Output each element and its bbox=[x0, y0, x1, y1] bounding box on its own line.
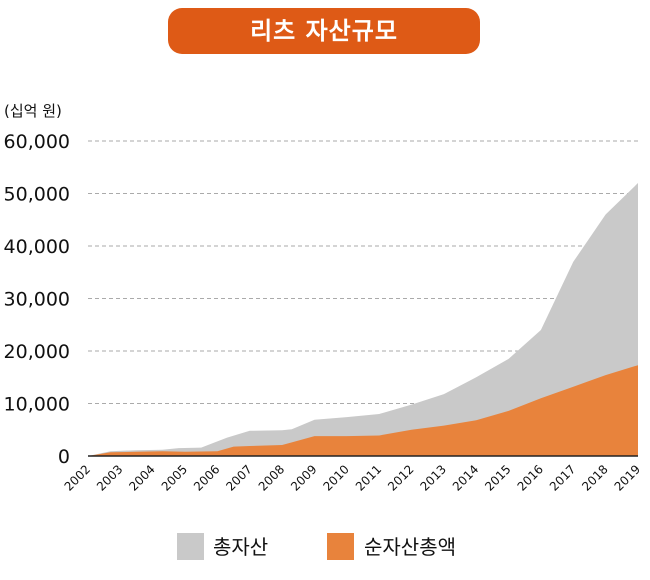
y-tick-label: 40,000 bbox=[4, 236, 70, 258]
legend-swatch-net bbox=[327, 533, 354, 560]
x-tick-label: 2011 bbox=[353, 462, 384, 493]
y-axis-ticks: 0 10,000 20,000 30,000 40,000 50,000 60,000 bbox=[4, 131, 70, 468]
x-tick-label: 2012 bbox=[385, 462, 416, 493]
y-tick-label: 0 bbox=[58, 446, 70, 468]
x-tick-label: 2014 bbox=[450, 462, 481, 493]
legend: 총자산 순자산총액 bbox=[177, 533, 456, 560]
x-tick-label: 2004 bbox=[126, 462, 157, 493]
x-tick-label: 2006 bbox=[191, 462, 222, 493]
y-tick-label: 20,000 bbox=[4, 341, 70, 363]
x-tick-label: 2005 bbox=[159, 462, 190, 493]
x-axis-ticks: 2002 2003 2004 2005 2006 2007 2008 2009 2010 2011… bbox=[62, 462, 643, 493]
x-tick-label: 2017 bbox=[547, 462, 578, 493]
total-assets-area bbox=[88, 183, 638, 456]
y-tick-label: 50,000 bbox=[4, 184, 70, 206]
x-tick-label: 2003 bbox=[94, 462, 125, 493]
x-tick-label: 2016 bbox=[515, 462, 546, 493]
chart-title: 리츠 자산규모 bbox=[168, 8, 480, 54]
x-tick-label: 2009 bbox=[288, 462, 319, 493]
x-tick-label: 2008 bbox=[256, 462, 287, 493]
grid-lines bbox=[88, 140, 638, 404]
legend-label-net: 순자산총액 bbox=[364, 535, 456, 559]
y-tick-label: 60,000 bbox=[4, 131, 70, 153]
y-axis-unit-label: (십억 원) bbox=[4, 102, 62, 120]
legend-label-total: 총자산 bbox=[213, 535, 268, 559]
x-tick-label: 2015 bbox=[482, 462, 513, 493]
legend-swatch-total bbox=[177, 533, 204, 560]
y-tick-label: 10,000 bbox=[4, 394, 70, 416]
y-tick-label: 30,000 bbox=[4, 289, 70, 311]
x-tick-label: 2013 bbox=[418, 462, 449, 493]
x-tick-label: 2007 bbox=[223, 462, 254, 493]
area-series-layer bbox=[88, 183, 638, 456]
x-tick-label: 2018 bbox=[579, 462, 610, 493]
net-assets-area bbox=[88, 365, 638, 456]
x-tick-label: 2019 bbox=[612, 462, 643, 493]
x-tick-label: 2010 bbox=[320, 462, 351, 493]
